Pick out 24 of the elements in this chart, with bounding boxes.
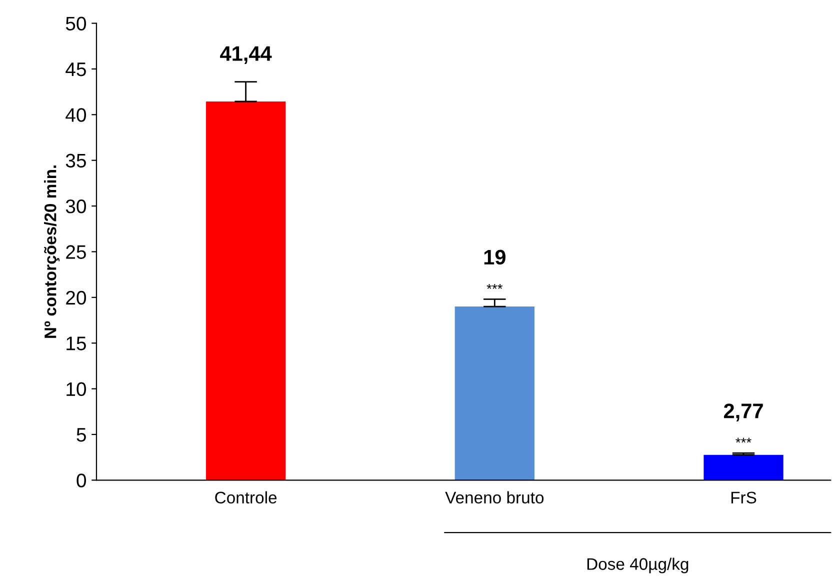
x-tick-label: Controle <box>215 491 277 504</box>
y-tick-label: 20 <box>66 290 86 305</box>
y-axis-title: Nº contorções/20 min. <box>44 166 60 338</box>
y-tick-label: 0 <box>76 474 86 488</box>
annotation: *** <box>486 284 503 289</box>
y-tick-label: 40 <box>66 108 86 122</box>
x-tick-label: Veneno bruto <box>445 491 544 504</box>
data-label: 2,77 <box>724 404 763 422</box>
bar <box>704 454 784 480</box>
y-tick-label: 45 <box>66 62 86 76</box>
data-label: 41,44 <box>220 46 272 64</box>
text: Dose 40µg/kg <box>587 558 688 574</box>
y-tick-label: 15 <box>66 336 86 350</box>
y-tick-label: 25 <box>66 245 86 259</box>
bar <box>206 101 286 480</box>
y-tick-label: 10 <box>66 382 86 396</box>
bar <box>454 306 534 480</box>
y-tick-label: 50 <box>66 16 86 31</box>
y-tick-label: 30 <box>66 199 86 214</box>
y-tick-label: 5 <box>76 428 86 442</box>
annotation: *** <box>736 438 752 443</box>
data-label: 19 <box>484 250 506 265</box>
y-tick-label: 35 <box>66 154 86 168</box>
x-tick-label: FrS <box>731 492 756 504</box>
